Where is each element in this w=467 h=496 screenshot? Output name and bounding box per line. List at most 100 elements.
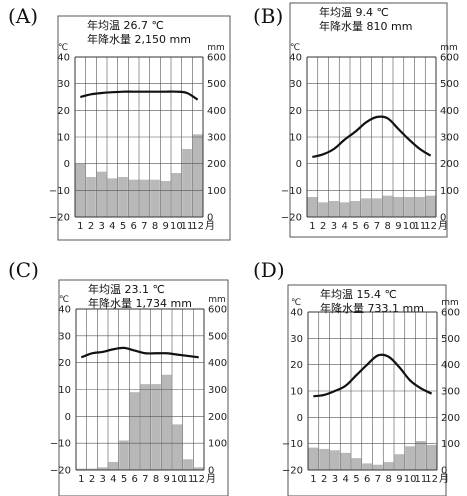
precipitation-bar: [318, 202, 328, 217]
temperature-tick-label: −20: [281, 213, 302, 224]
annual-mean-temperature: 年均温 23.1 ℃: [88, 282, 165, 296]
precipitation-bar: [307, 197, 318, 217]
precipitation-tick-label: 300: [208, 385, 227, 396]
month-label: 11: [181, 221, 194, 232]
precipitation-tick-label: 600: [207, 53, 226, 64]
chart-panel-b: (B) 年均温 9.4 ℃ 年降水量 810 mm ℃ mm 40 600 30 500 20 4…: [233, 0, 466, 248]
precipitation-tick-label: 200: [440, 159, 459, 170]
temperature-line: [80, 90, 199, 101]
precipitation-bar: [351, 458, 362, 470]
month-label: 12: [192, 474, 205, 485]
panel-label: (D): [253, 258, 285, 282]
month-label: 1: [309, 221, 315, 232]
precipitation-bar: [129, 392, 140, 470]
temperature-tick-label: 30: [57, 79, 70, 90]
precipitation-tick-label: 500: [207, 79, 226, 90]
month-label: 6: [363, 221, 369, 232]
precipitation-bar: [339, 202, 350, 217]
precipitation-tick-label: 200: [207, 159, 226, 170]
month-label: 5: [352, 221, 358, 232]
precipitation-bar: [362, 463, 372, 470]
precipitation-tick-label: 400: [207, 106, 226, 117]
month-label: 3: [98, 221, 104, 232]
month-label: 9: [163, 474, 169, 485]
month-label: 2: [88, 221, 94, 232]
temperature-unit: ℃: [59, 295, 69, 305]
precipitation-tick-label: 400: [441, 360, 460, 371]
month-label: 2: [320, 221, 326, 232]
precipitation-bar: [329, 201, 339, 217]
precipitation-bar: [140, 384, 151, 470]
month-label: 3: [332, 474, 338, 485]
temperature-tick-label: −10: [281, 186, 302, 197]
panel-label: (A): [8, 4, 39, 28]
month-suffix: 月: [438, 220, 448, 232]
precipitation-bar: [393, 197, 404, 217]
temperature-tick-label: 30: [58, 331, 71, 342]
month-label: 11: [414, 221, 427, 232]
precipitation-bar: [415, 197, 425, 217]
precipitation-bar: [394, 454, 405, 470]
panel-label: (C): [8, 258, 39, 282]
month-label: 5: [121, 474, 127, 485]
temperature-unit: ℃: [290, 43, 300, 53]
month-label: 8: [152, 221, 158, 232]
precipitation-bar: [416, 441, 426, 470]
month-label: 7: [142, 474, 148, 485]
month-label: 10: [171, 474, 184, 485]
precipitation-bar: [340, 452, 351, 470]
precipitation-bar: [373, 464, 383, 470]
precipitation-tick-label: 0: [207, 213, 213, 224]
month-label: 9: [396, 474, 402, 485]
month-label: 11: [182, 474, 195, 485]
temperature-unit: ℃: [291, 298, 301, 308]
precipitation-tick-label: 100: [441, 439, 460, 450]
temperature-tick-label: 10: [58, 385, 71, 396]
month-label: 8: [385, 474, 391, 485]
temperature-tick-label: 40: [58, 305, 71, 316]
month-label: 1: [78, 474, 84, 485]
precipitation-bar: [330, 450, 340, 470]
precipitation-unit: mm: [440, 43, 458, 53]
chart-panel-c: (C) 年均温 23.1 ℃ 年降水量 1,734 mm ℃ mm 40 600 30 500…: [0, 248, 233, 496]
chart-panel-a: (A) 年均温 26.7 ℃ 年降水量 2,150 mm ℃ mm 40 600 30 500…: [0, 0, 233, 248]
month-label: 4: [341, 221, 347, 232]
precipitation-bar: [382, 195, 393, 217]
annual-precipitation: 年降水量 2,150 mm: [87, 32, 191, 46]
precipitation-tick-label: 600: [208, 305, 227, 316]
month-label: 10: [170, 221, 183, 232]
annual-mean-temperature: 年均温 9.4 ℃: [319, 5, 389, 19]
precipitation-bar: [383, 462, 394, 470]
temperature-tick-label: 0: [64, 159, 70, 170]
temperature-tick-label: −20: [282, 466, 303, 477]
precipitation-bar: [405, 446, 415, 470]
precipitation-bar: [150, 179, 160, 217]
precipitation-bar: [161, 374, 172, 470]
precipitation-bar: [128, 179, 139, 217]
month-label: 6: [131, 474, 137, 485]
temperature-tick-label: 10: [57, 133, 70, 144]
annual-precipitation: 年降水量 1,734 mm: [88, 296, 192, 310]
panel-label: (B): [253, 4, 284, 28]
temperature-tick-label: −20: [49, 213, 70, 224]
month-label: 6: [130, 221, 136, 232]
precipitation-tick-label: 0: [441, 466, 447, 477]
month-label: 1: [77, 221, 83, 232]
precipitation-bar: [160, 181, 171, 217]
precipitation-tick-label: 100: [208, 439, 227, 450]
temperature-unit: ℃: [58, 43, 68, 53]
annual-mean-temperature: 年均温 26.7 ℃: [87, 18, 164, 32]
precipitation-tick-label: 200: [441, 413, 460, 424]
month-label: 5: [120, 221, 126, 232]
month-label: 4: [342, 474, 348, 485]
precipitation-bar: [426, 444, 437, 470]
temperature-tick-label: 20: [290, 360, 303, 371]
precipitation-bar: [96, 171, 107, 217]
temperature-tick-label: 20: [289, 106, 302, 117]
precipitation-tick-label: 300: [440, 133, 459, 144]
month-suffix: 月: [206, 473, 216, 485]
precipitation-tick-label: 300: [441, 387, 460, 398]
temperature-line: [312, 115, 432, 159]
month-label: 8: [384, 221, 390, 232]
temperature-tick-label: 10: [290, 387, 303, 398]
